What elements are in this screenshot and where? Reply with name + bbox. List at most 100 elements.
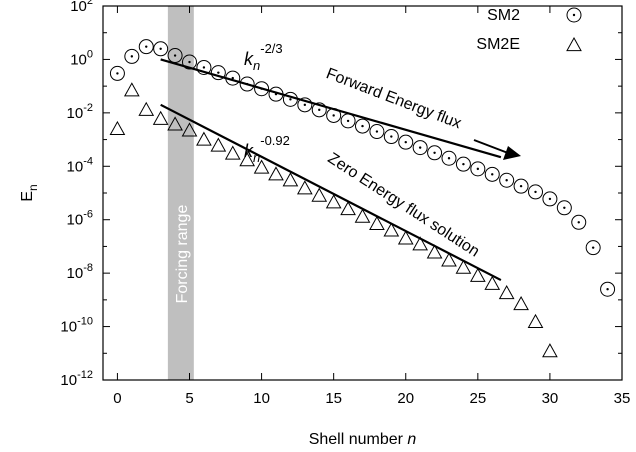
sm2-point <box>326 107 342 123</box>
y-tick-label: 100 <box>70 48 93 68</box>
legend-label-sm2e: SM2E <box>476 36 520 53</box>
forward-flux-arrow-shaft <box>473 139 509 154</box>
sm2-point-dot <box>260 87 263 90</box>
sm2e-point <box>383 222 400 237</box>
sm2-point-dot <box>404 140 407 144</box>
sm2-point-ring <box>369 124 385 140</box>
sm2-point-dot <box>318 108 321 112</box>
sm2-point-ring <box>311 102 327 118</box>
sm2-point <box>167 48 183 64</box>
sm2e-point <box>354 208 371 223</box>
sm2-point-ring <box>340 113 356 129</box>
sm2-point-ring <box>585 240 601 256</box>
forcing-range-label: Forcing range <box>174 205 191 304</box>
sm2e-point <box>426 244 443 259</box>
sm2-point-dot <box>591 246 595 249</box>
sm2-point-ring <box>326 107 342 123</box>
sm2-point <box>109 65 125 81</box>
sm2e-point <box>513 295 529 311</box>
legend-marker-sm2e <box>566 36 582 52</box>
x-tick-label: 15 <box>325 390 342 407</box>
sm2-point <box>138 39 154 55</box>
sm2-point-ring <box>167 48 183 64</box>
sm2-point <box>124 48 140 64</box>
sm2e-point <box>109 120 126 136</box>
sm2e-point <box>167 116 183 131</box>
sm2-point <box>210 65 226 81</box>
legend-marker-sm2 <box>566 7 582 23</box>
sm2-point-dot <box>433 151 436 154</box>
reference-line-zero <box>160 103 502 282</box>
axes-layer: 0 5 10 15 20 25 30 35 102 100 10-2 10-4 10-6 10-8 10-1… <box>19 0 630 448</box>
x-tick-label: 35 <box>614 390 631 407</box>
sm2-point-ring <box>383 129 399 145</box>
y-tick-label: 10-6 <box>67 209 93 229</box>
k-slope-label-1: kn-2/3 <box>244 41 283 73</box>
sm2-point-dot <box>606 288 609 291</box>
y-tick-label: 10-12 <box>60 369 93 389</box>
sm2-point-ring <box>484 166 500 182</box>
y-tick-label: 102 <box>70 0 93 15</box>
sm2-point-ring <box>542 191 558 207</box>
sm2-point <box>600 281 616 297</box>
legend: SM2 SM2E <box>476 7 582 53</box>
sm2e-point <box>152 110 169 125</box>
sm2-point <box>441 150 457 166</box>
sm2e-point <box>542 343 558 358</box>
reference-line-forward <box>160 58 502 159</box>
sm2-point <box>470 161 486 177</box>
y-tick-label: 10-4 <box>67 155 93 175</box>
sm2e-point <box>224 145 241 160</box>
sm2-point-dot <box>145 45 148 48</box>
sm2-point <box>571 214 587 230</box>
y-axis-title: En <box>19 184 40 201</box>
sm2-point-dot <box>245 82 249 86</box>
sm2e-point <box>282 172 299 187</box>
sm2-point <box>254 81 270 97</box>
sm2e-point <box>138 101 155 116</box>
sm2-point-dot <box>534 190 537 194</box>
sm2-point-ring <box>138 39 154 55</box>
sm2-point <box>225 70 241 86</box>
sm2-point-dot <box>130 55 134 58</box>
sm2e-point <box>123 82 140 97</box>
x-tick-label: 5 <box>185 390 193 407</box>
x-axis-title: Shell number n <box>309 431 417 448</box>
sm2-point-dot <box>159 47 162 50</box>
sm2-point-ring <box>412 140 428 156</box>
forward-energy-flux-label: Forward Energy flux <box>324 65 464 132</box>
sm2-point-ring <box>427 145 443 161</box>
sm2-point-ring <box>441 150 457 166</box>
sm2-point-dot <box>346 119 350 123</box>
sm2-point-ring <box>513 178 529 194</box>
sm2e-point <box>498 285 515 300</box>
sm2-point <box>153 41 169 57</box>
sm2e-point <box>196 131 212 146</box>
sm2-point-dot <box>505 179 508 182</box>
x-tick-label: 25 <box>469 390 486 407</box>
sm2e-point <box>325 194 342 209</box>
sm2-point-ring <box>355 118 370 134</box>
sm2-point <box>383 129 399 145</box>
sm2-point-dot <box>303 103 307 107</box>
sm2-point-ring <box>254 81 270 97</box>
sm2e-point <box>210 137 227 152</box>
x-tick-label: 30 <box>542 390 559 407</box>
sm2e-point <box>268 166 284 181</box>
sm2-point-ring <box>297 97 313 113</box>
sm2-point-ring <box>225 70 241 86</box>
reference-lines-layer <box>160 58 521 282</box>
sm2-point-dot <box>447 157 451 160</box>
sm2e-point <box>296 180 313 195</box>
sm2-point-ring <box>268 86 284 102</box>
sm2-point-ring <box>600 281 616 297</box>
sm2e-point <box>527 313 544 328</box>
sm2-point <box>268 86 284 102</box>
sm2-point-dot <box>361 124 364 128</box>
sm2-point <box>499 172 515 188</box>
sm2-point <box>427 145 443 161</box>
x-tick-label: 0 <box>113 390 121 407</box>
sm2-point <box>340 113 356 129</box>
